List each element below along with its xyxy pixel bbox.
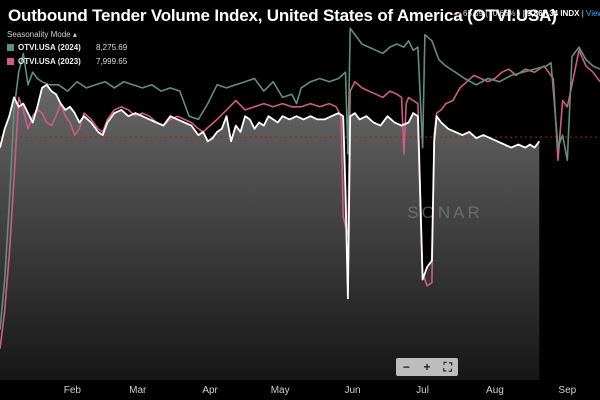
ticker-separator: | bbox=[581, 9, 584, 18]
series-line-otvi-usa-2024- bbox=[0, 27, 600, 330]
legend-swatch bbox=[7, 44, 14, 51]
change-indicator: • bbox=[458, 9, 461, 18]
view-link[interactable]: View bbox=[586, 9, 600, 18]
seasonality-mode-toggle[interactable]: Seasonality Mode ▴ bbox=[7, 30, 77, 39]
current-year-area bbox=[0, 84, 540, 381]
legend-series-value: 8,275.69 bbox=[96, 43, 128, 52]
zoom-out-button[interactable]: − bbox=[402, 360, 410, 374]
zoom-in-button[interactable]: + bbox=[423, 360, 431, 374]
series-line-otvi-usa-2023- bbox=[0, 49, 600, 349]
legend-swatch bbox=[7, 58, 14, 65]
x-tick-label: Sep bbox=[558, 385, 576, 396]
legend-item-2023[interactable]: OTVI.USA (2023) 7,999.65 bbox=[7, 57, 127, 66]
legend-series-value: 7,999.65 bbox=[96, 57, 128, 66]
x-tick-label: Mar bbox=[129, 385, 147, 396]
x-tick-label: Apr bbox=[202, 385, 218, 396]
legend-series-name: OTVI.USA (2023) bbox=[18, 57, 81, 66]
fit-screen-button[interactable]: ⛶ bbox=[443, 359, 452, 374]
change-value: 65.59 ( -0.66% ) bbox=[463, 9, 521, 18]
x-tick-label: May bbox=[271, 385, 290, 396]
index-value: 9,867.34 INDX bbox=[526, 9, 580, 18]
x-tick-label: Aug bbox=[486, 385, 504, 396]
legend-item-2024[interactable]: OTVI.USA (2024) 8,275.69 bbox=[7, 43, 127, 52]
ticker-separator: | bbox=[522, 9, 525, 18]
seasonality-mode-label: Seasonality Mode bbox=[7, 30, 71, 39]
chevron-up-icon: ▴ bbox=[72, 30, 77, 39]
x-tick-label: Jun bbox=[344, 385, 360, 396]
x-tick-label: Feb bbox=[64, 385, 82, 396]
legend-series-name: OTVI.USA (2024) bbox=[18, 43, 81, 52]
series-line-current bbox=[0, 83, 541, 300]
x-tick-label: Jul bbox=[416, 385, 429, 396]
zoom-controls: − + ⛶ bbox=[396, 358, 458, 376]
sonar-watermark: SONAR bbox=[407, 203, 482, 222]
chart-title: Outbound Tender Volume Index, United Sta… bbox=[8, 6, 557, 25]
ticker-summary: • 65.59 ( -0.66% ) | 9,867.34 INDX | Vie… bbox=[458, 9, 600, 18]
